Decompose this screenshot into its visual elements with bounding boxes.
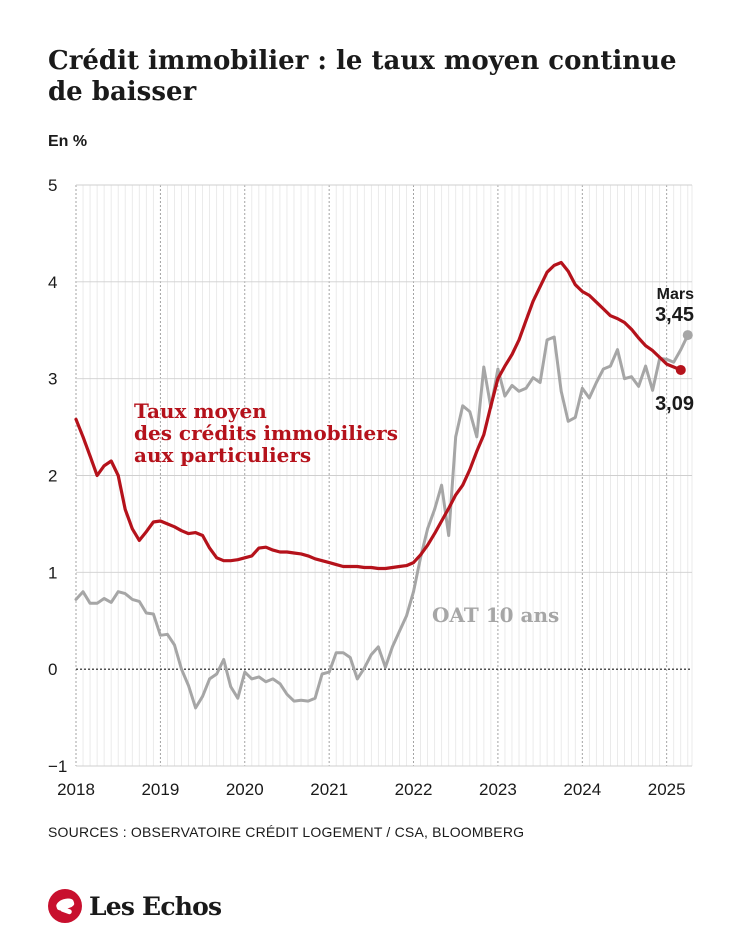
x-tick-label: 2019 xyxy=(141,780,179,799)
series-label-taux-moyen: des crédits immobiliers xyxy=(134,421,398,445)
x-tick-label: 2020 xyxy=(226,780,264,799)
annotation-taux-value: 3,09 xyxy=(655,393,694,415)
sources-note: SOURCES : OBSERVATOIRE CRÉDIT LOGEMENT /… xyxy=(48,824,525,840)
horizontal-gridlines xyxy=(76,184,692,767)
chart-title: Crédit immobilier : le taux moyen contin… xyxy=(48,46,677,107)
y-tick-label: 1 xyxy=(48,563,57,582)
series-line-oat-10-ans xyxy=(74,333,690,710)
x-tick-label: 2018 xyxy=(57,780,95,799)
line-chart: 5 4 3 2 1 0 −1 2018 2019 2020 2021 2022 2023 2024 202… xyxy=(48,176,694,799)
x-tick-label: 2022 xyxy=(395,780,433,799)
y-tick-label: 5 xyxy=(48,176,57,195)
series-line-oat-10-ans-end-point xyxy=(682,330,693,341)
series-line-taux-moyen-end-point xyxy=(675,364,686,375)
y-tick-label: 2 xyxy=(48,467,57,486)
series-line-taux-moyen xyxy=(74,260,683,571)
y-tick-label: −1 xyxy=(48,757,67,776)
series-label-taux-moyen: aux particuliers xyxy=(134,443,311,467)
y-axis-unit-label: En % xyxy=(48,133,88,150)
y-tick-label: 0 xyxy=(48,660,57,679)
brand-logo: Les Echos xyxy=(48,888,222,924)
y-axis-labels: 5 4 3 2 1 0 −1 xyxy=(48,176,67,776)
x-tick-label: 2025 xyxy=(648,780,686,799)
lesechos-bird-icon xyxy=(48,889,82,923)
annotation-oat-value: 3,45 xyxy=(655,304,694,326)
y-tick-label: 4 xyxy=(48,273,57,292)
series-label-oat-10-ans: OAT 10 ans xyxy=(432,603,559,627)
y-tick-label: 3 xyxy=(48,370,57,389)
x-axis-labels: 2018 2019 2020 2021 2022 2023 2024 2025 xyxy=(57,780,686,799)
series-label-taux-moyen: Taux moyen xyxy=(134,399,267,423)
x-tick-label: 2024 xyxy=(563,780,601,799)
x-tick-label: 2021 xyxy=(310,780,348,799)
annotation-month-label: Mars xyxy=(657,286,694,303)
series-lines xyxy=(74,260,693,710)
brand-name: Les Echos xyxy=(89,891,222,921)
x-tick-label: 2023 xyxy=(479,780,517,799)
